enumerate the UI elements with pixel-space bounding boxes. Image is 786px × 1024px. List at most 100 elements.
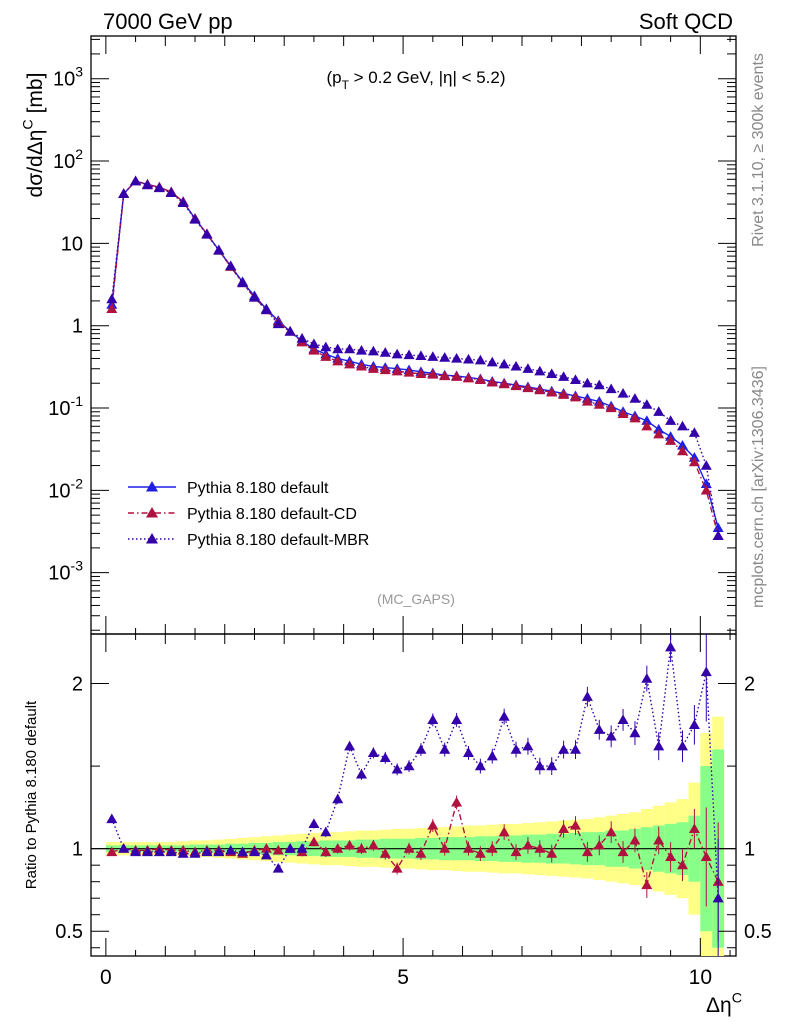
ratio-data-point bbox=[486, 750, 498, 761]
main-data-point bbox=[581, 377, 593, 388]
main-data-point bbox=[213, 244, 225, 255]
main-data-point bbox=[486, 356, 498, 367]
ratio-data-point bbox=[593, 724, 605, 734]
main-data-point bbox=[641, 399, 653, 409]
main-data-point bbox=[153, 182, 165, 193]
ratio-data-point bbox=[391, 862, 403, 873]
ratio-data-point bbox=[427, 714, 439, 724]
main-data-point bbox=[237, 277, 249, 288]
ratio-data-point bbox=[320, 846, 332, 857]
main-data-point bbox=[486, 376, 498, 387]
ratio-data-point bbox=[439, 744, 451, 754]
legend-label: Pythia 8.180 default-CD bbox=[187, 506, 357, 523]
ratio-data-point bbox=[391, 763, 403, 774]
main-data-point bbox=[462, 353, 474, 364]
ratio-data-point bbox=[593, 839, 605, 850]
ratio-data-point bbox=[320, 826, 332, 837]
main-data-point bbox=[558, 371, 570, 381]
main-data-point bbox=[248, 291, 260, 302]
main-data-point bbox=[451, 352, 463, 363]
ratio-xtick-label: 10 bbox=[689, 966, 712, 989]
main-ytick-label: 1 bbox=[72, 316, 83, 338]
main-data-point bbox=[653, 423, 665, 434]
main-data-point bbox=[510, 360, 522, 371]
main-data-point bbox=[332, 343, 344, 354]
main-data-point bbox=[665, 415, 677, 425]
main-data-point bbox=[498, 358, 510, 369]
ratio-xlabel: ΔηC bbox=[706, 991, 742, 1017]
ratio-data-point bbox=[237, 846, 249, 857]
main-data-point bbox=[712, 530, 724, 540]
ratio-data-point bbox=[367, 839, 379, 850]
ratio-data-point bbox=[676, 859, 688, 870]
ratio-data-point bbox=[629, 834, 641, 845]
main-data-point bbox=[379, 364, 391, 375]
main-data-point bbox=[344, 358, 356, 369]
ratio-ytick-label: 0.5 bbox=[55, 921, 83, 943]
main-panel: 10-3 10-2 10-1 1 10 102 103 (pT > 0.2 GeV, |η|… bbox=[21, 35, 737, 635]
ratio-xtick-label: 0 bbox=[100, 966, 112, 989]
ratio-data-point bbox=[451, 714, 463, 724]
ratio-panel: 0 5 10 0.5 0.5 1 1 2 2 Ratio to Pythia 8.180 def… bbox=[23, 633, 772, 1017]
main-data-point bbox=[617, 388, 629, 398]
legend: Pythia 8.180 default Pythia 8.180 default… bbox=[128, 480, 369, 549]
ratio-data-point bbox=[213, 846, 225, 857]
main-data-point bbox=[534, 365, 546, 376]
ratio-data-point bbox=[498, 711, 510, 721]
ratio-data-point bbox=[558, 744, 570, 754]
main-ytick-label: 10-3 bbox=[48, 558, 83, 585]
ratio-data-point bbox=[605, 826, 617, 837]
main-data-point bbox=[367, 363, 379, 373]
main-data-point bbox=[641, 415, 653, 425]
main-data-point bbox=[177, 197, 189, 208]
main-data-point bbox=[391, 348, 403, 359]
ratio-xtick-label: 5 bbox=[397, 966, 409, 989]
legend-label: Pythia 8.180 default-MBR bbox=[187, 532, 369, 549]
main-data-point bbox=[653, 428, 665, 439]
ratio-data-point bbox=[344, 839, 356, 850]
main-series-line bbox=[111, 180, 719, 529]
ratio-data-point bbox=[617, 714, 629, 724]
ratio-data-point bbox=[581, 691, 593, 701]
main-data-point bbox=[439, 352, 451, 362]
ratio-data-point bbox=[403, 760, 415, 771]
main-ytick-label: 10-2 bbox=[48, 475, 83, 502]
main-data-point bbox=[355, 344, 367, 355]
main-data-point bbox=[629, 412, 641, 423]
ratio-data-point bbox=[201, 846, 213, 857]
legend-marker bbox=[146, 533, 158, 544]
ratio-data-point bbox=[712, 892, 724, 903]
main-data-point bbox=[130, 175, 142, 186]
ratio-data-point bbox=[379, 848, 391, 858]
main-data-point bbox=[688, 456, 700, 467]
main-data-point bbox=[641, 420, 653, 431]
main-data-point bbox=[320, 351, 332, 361]
main-data-point bbox=[403, 367, 415, 377]
ratio-data-point bbox=[641, 673, 653, 683]
main-data-point bbox=[676, 445, 688, 456]
main-data-point bbox=[665, 435, 677, 445]
main-data-point bbox=[308, 344, 320, 355]
legend-label: Pythia 8.180 default bbox=[187, 480, 329, 497]
main-data-point bbox=[534, 384, 546, 395]
ratio-data-point bbox=[558, 823, 570, 833]
ratio-data-point bbox=[641, 879, 653, 890]
main-data-point bbox=[474, 374, 486, 384]
main-data-point bbox=[439, 370, 451, 381]
main-data-point bbox=[546, 368, 558, 378]
ratio-data-point bbox=[474, 848, 486, 858]
ratio-data-point bbox=[522, 839, 534, 850]
ratio-data-point bbox=[629, 727, 641, 738]
ratio-data-point bbox=[665, 851, 677, 862]
main-data-point bbox=[403, 349, 415, 360]
legend-marker bbox=[146, 507, 158, 518]
analysis-label: (MC_GAPS) bbox=[377, 591, 455, 607]
ratio-data-point bbox=[272, 862, 284, 873]
ratio-data-point bbox=[284, 843, 296, 853]
ratio-data-point bbox=[546, 760, 558, 771]
main-data-point bbox=[558, 389, 570, 399]
ratio-data-point bbox=[653, 740, 665, 751]
ratio-data-point bbox=[332, 793, 344, 804]
main-data-point bbox=[189, 213, 201, 224]
main-data-point bbox=[320, 341, 332, 352]
